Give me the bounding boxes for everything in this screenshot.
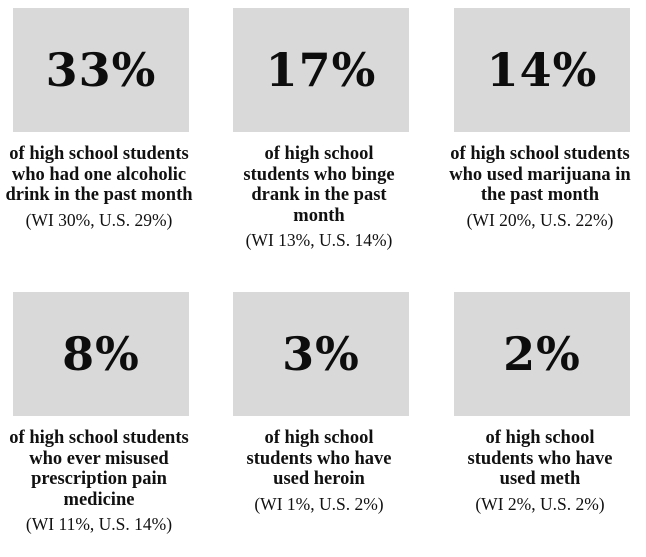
stat-comparison: (WI 2%, U.S. 2%) — [475, 493, 605, 514]
stat-percent: 8% — [62, 327, 140, 381]
stat-description: of high school students who had one alco… — [0, 144, 210, 230]
stat-comparison: (WI 30%, U.S. 29%) — [25, 209, 173, 230]
stat-description-text: of high school students who have used me… — [467, 428, 613, 489]
stat-description-text: of high school students who have used he… — [246, 428, 392, 489]
stat-comparison: (WI 11%, U.S. 14%) — [25, 514, 173, 534]
stat-description: of high school students who binge drank … — [208, 144, 430, 250]
stat-description: of high school students who have used he… — [208, 428, 430, 514]
stat-description: of high school students who have used me… — [429, 428, 646, 514]
stat-description: of high school students who ever misused… — [0, 428, 210, 534]
stat-description-text: of high school students who ever misused… — [9, 428, 189, 510]
stat-box: 3% — [233, 292, 409, 416]
stat-comparison: (WI 1%, U.S. 2%) — [254, 493, 384, 514]
stat-description-text: of high school students who binge drank … — [243, 144, 395, 226]
stat-box: 33% — [13, 8, 189, 132]
stat-comparison: (WI 13%, U.S. 14%) — [245, 230, 393, 250]
stat-percent: 2% — [503, 327, 581, 381]
stat-comparison: (WI 20%, U.S. 22%) — [466, 209, 614, 230]
stat-description-text: of high school students who used marijua… — [449, 144, 631, 205]
stat-box: 2% — [454, 292, 630, 416]
stat-percent: 14% — [486, 43, 598, 97]
stat-percent: 3% — [282, 327, 360, 381]
stat-percent: 33% — [45, 43, 157, 97]
stat-description-text: of high school students who had one alco… — [5, 144, 193, 205]
stat-description: of high school students who used marijua… — [429, 144, 646, 230]
stat-box: 17% — [233, 8, 409, 132]
stat-percent: 17% — [265, 43, 377, 97]
stat-box: 8% — [13, 292, 189, 416]
stat-box: 14% — [454, 8, 630, 132]
